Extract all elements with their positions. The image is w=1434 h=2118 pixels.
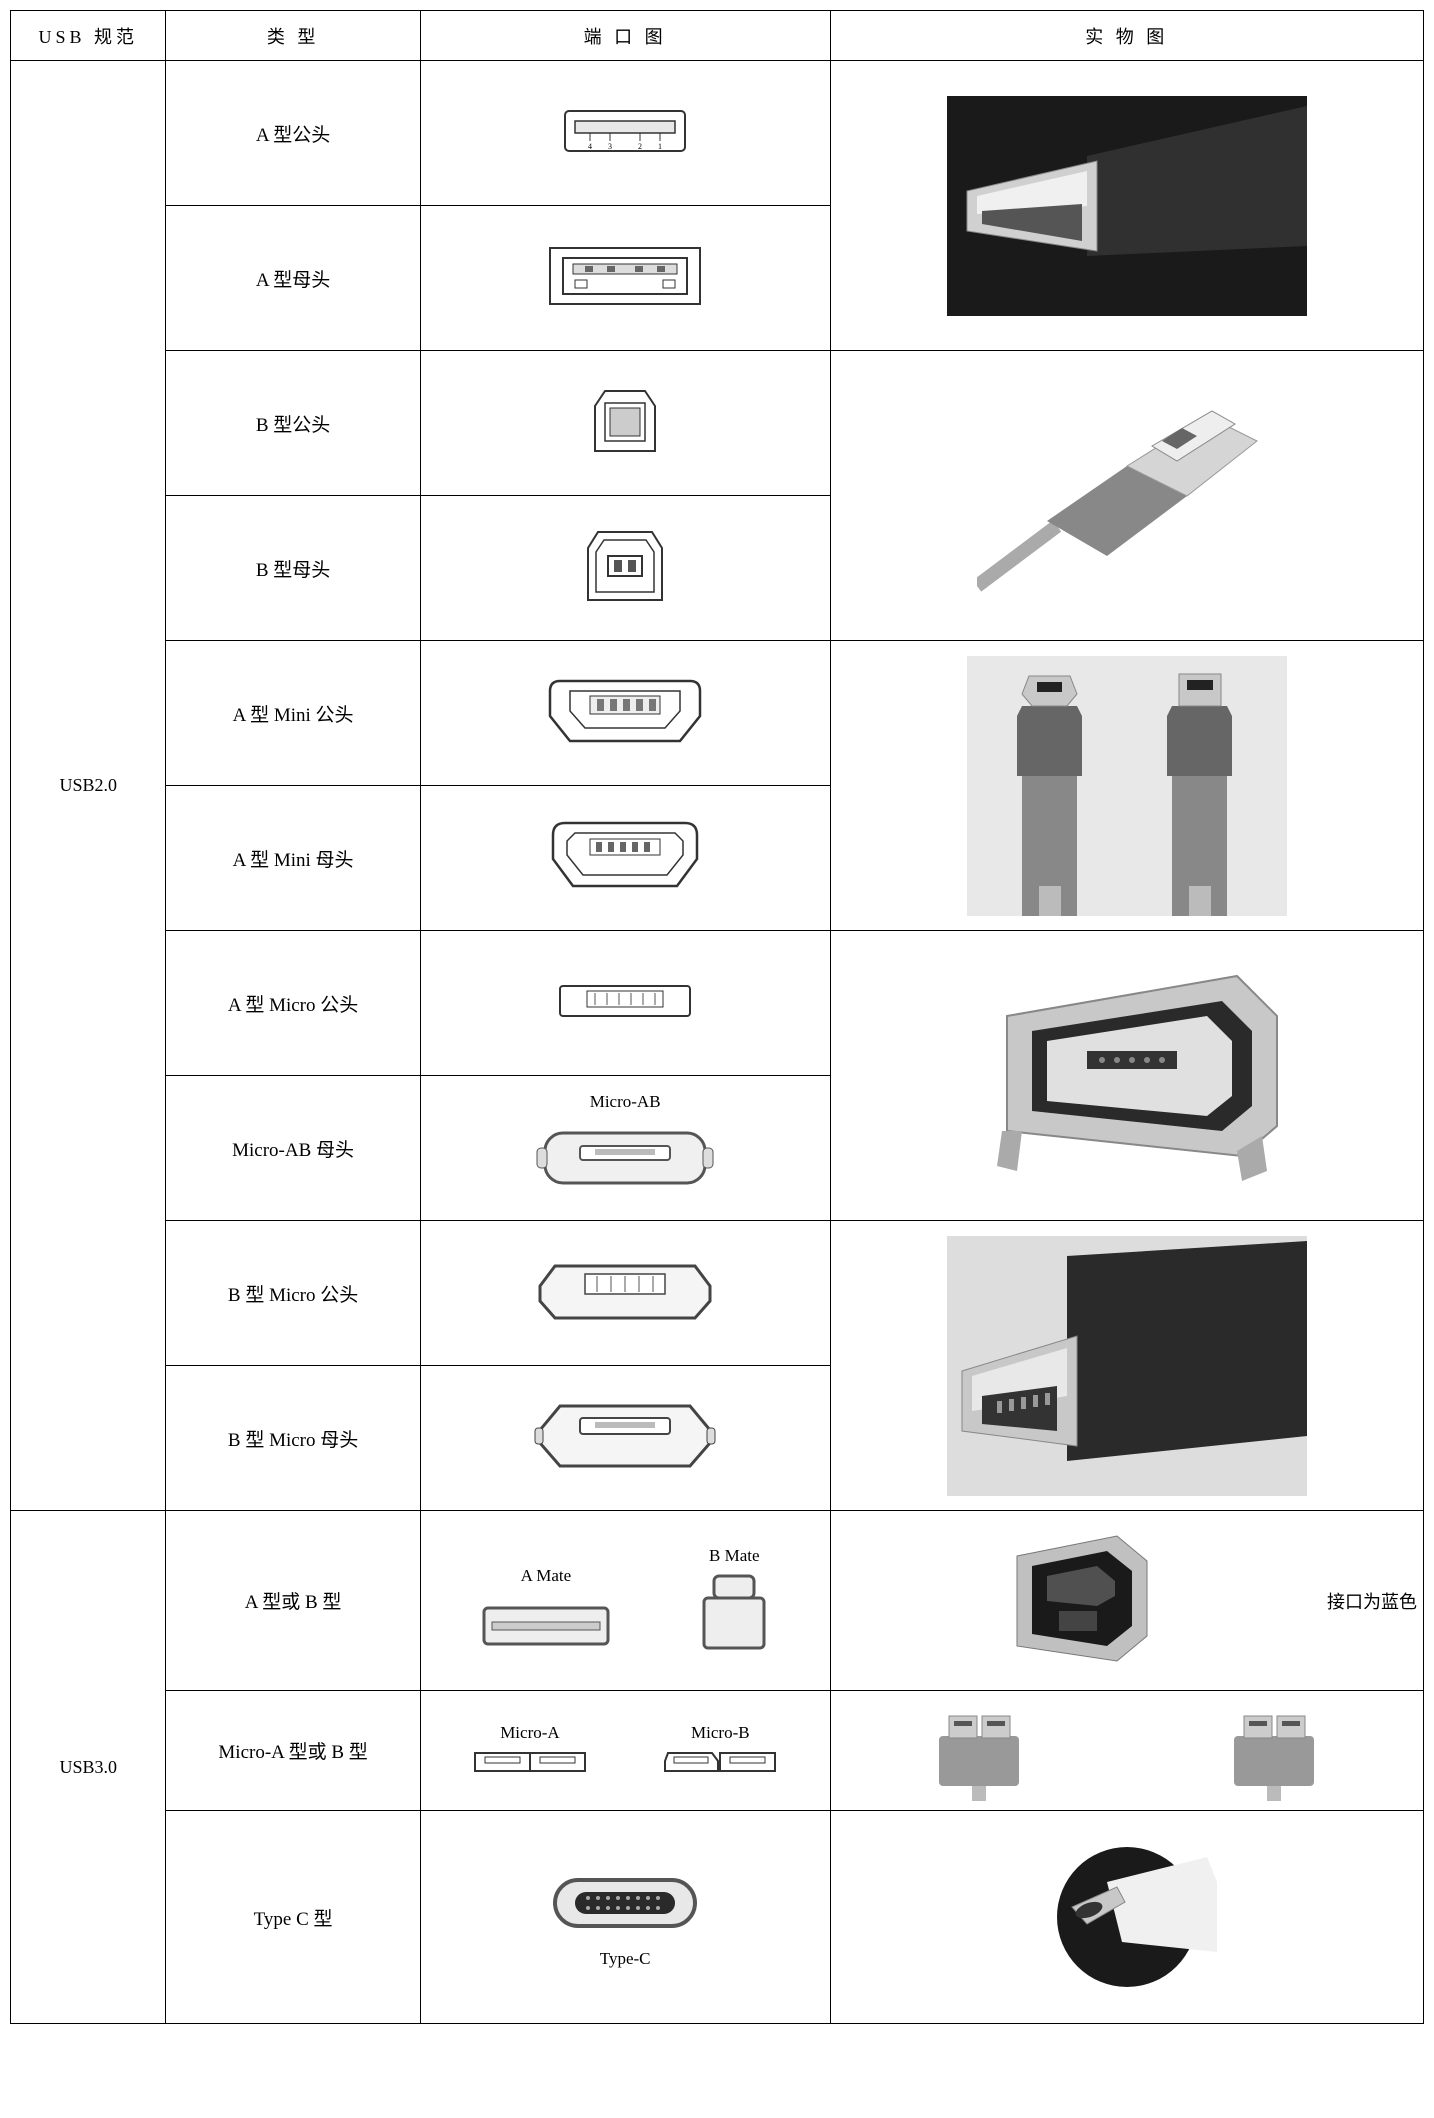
- micro-b-photo-icon: [947, 1236, 1307, 1496]
- usb-a-male-icon: 4 3 2 1: [545, 101, 705, 161]
- type-cell: Type C 型: [166, 1811, 420, 2024]
- type-cell: A 型 Micro 公头: [166, 931, 420, 1076]
- type-cell: B 型母头: [166, 496, 420, 641]
- usb-b-male-icon: [575, 371, 675, 471]
- svg-text:2: 2: [638, 142, 642, 151]
- type-c-photo-icon: [1037, 1842, 1217, 1992]
- port-diagram: Type-C: [420, 1811, 830, 2024]
- usb-b-photo-icon: [977, 386, 1277, 606]
- mini-photo-icon: [967, 656, 1287, 916]
- usb-connector-table: USB 规范 类 型 端 口 图 实 物 图 USB2.0 A 型公头 4 3 2 1: [10, 10, 1424, 2024]
- usb-b-female-icon: [570, 516, 680, 616]
- port-label-a: Micro-A: [470, 1723, 590, 1743]
- port-label: Micro-AB: [427, 1092, 824, 1112]
- header-spec: USB 规范: [11, 11, 166, 61]
- port-diagram: [420, 1366, 830, 1511]
- usb3-micro-photo-icon: [914, 1701, 1044, 1801]
- type-cell: A 型公头: [166, 61, 420, 206]
- port-diagram: [420, 496, 830, 641]
- type-c-icon: [540, 1868, 710, 1938]
- photo-cell: [830, 1691, 1423, 1811]
- type-cell: A 型母头: [166, 206, 420, 351]
- micro-ab-photo-icon: [947, 956, 1307, 1196]
- type-cell: Micro-AB 母头: [166, 1076, 420, 1221]
- header-photo: 实 物 图: [830, 11, 1423, 61]
- photo-cell: 接口为蓝色: [830, 1511, 1423, 1691]
- photo-note: 接口为蓝色: [1327, 1588, 1417, 1614]
- port-diagram: A Mate B Mate: [420, 1511, 830, 1691]
- usb3-micro-photo-icon: [1209, 1701, 1339, 1801]
- type-cell: B 型公头: [166, 351, 420, 496]
- header-port: 端 口 图: [420, 11, 830, 61]
- port-diagram: [420, 786, 830, 931]
- type-cell: A 型 Mini 母头: [166, 786, 420, 931]
- port-label: Type-C: [427, 1949, 824, 1969]
- port-label-b: Micro-B: [660, 1723, 780, 1743]
- type-cell: B 型 Micro 母头: [166, 1366, 420, 1511]
- table-row: Micro-A 型或 B 型 Micro-A Micro-B: [11, 1691, 1424, 1811]
- mini-a-male-icon: [535, 656, 715, 766]
- micro-ab-female-icon: [525, 1118, 725, 1198]
- photo-cell: [830, 641, 1423, 931]
- table-row: A 型 Mini 公头: [11, 641, 1424, 786]
- usb-a-photo-icon: [947, 96, 1307, 316]
- port-diagram: [420, 1221, 830, 1366]
- table-row: USB2.0 A 型公头 4321: [11, 61, 1424, 206]
- type-cell: B 型 Micro 公头: [166, 1221, 420, 1366]
- port-diagram: [420, 931, 830, 1076]
- port-diagram: [420, 351, 830, 496]
- photo-cell: [830, 931, 1423, 1221]
- micro-a-male-icon: [535, 971, 715, 1031]
- type-cell: Micro-A 型或 B 型: [166, 1691, 420, 1811]
- svg-text:3: 3: [608, 142, 612, 151]
- table-row: B 型公头: [11, 351, 1424, 496]
- port-diagram: 4 3 2 1: [420, 61, 830, 206]
- photo-cell: [830, 351, 1423, 641]
- usb3-a-icon: [476, 1588, 616, 1658]
- photo-cell: [830, 1221, 1423, 1511]
- header-type: 类 型: [166, 11, 420, 61]
- port-diagram: [420, 206, 830, 351]
- usb3-b-icon: [694, 1568, 774, 1658]
- type-cell: A 型 Mini 公头: [166, 641, 420, 786]
- port-label-a: A Mate: [476, 1566, 616, 1586]
- spec-usb20: USB2.0: [11, 61, 166, 1511]
- micro-b-female-icon: [525, 1388, 725, 1483]
- table-row: Type C 型 Type-C: [11, 1811, 1424, 2024]
- port-diagram: Micro-A Micro-B: [420, 1691, 830, 1811]
- table-row: A 型 Micro 公头: [11, 931, 1424, 1076]
- spec-usb30: USB3.0: [11, 1511, 166, 2024]
- port-diagram: [420, 641, 830, 786]
- photo-cell: [830, 1811, 1423, 2024]
- svg-text:4: 4: [588, 142, 592, 151]
- port-diagram: Micro-AB: [420, 1076, 830, 1221]
- usb3-micro-b-icon: [660, 1745, 780, 1780]
- table-row: USB3.0 A 型或 B 型 A Mate B Mate: [11, 1511, 1424, 1691]
- photo-cell: [830, 61, 1423, 351]
- table-row: B 型 Micro 公头: [11, 1221, 1424, 1366]
- type-cell: A 型或 B 型: [166, 1511, 420, 1691]
- usb3-b-photo-icon: [987, 1526, 1167, 1676]
- usb3-micro-a-icon: [470, 1745, 590, 1780]
- usb-a-female-icon: [535, 236, 715, 316]
- svg-text:1: 1: [658, 142, 662, 151]
- port-label-b: B Mate: [694, 1546, 774, 1566]
- mini-a-female-icon: [535, 801, 715, 911]
- micro-b-male-icon: [525, 1246, 725, 1336]
